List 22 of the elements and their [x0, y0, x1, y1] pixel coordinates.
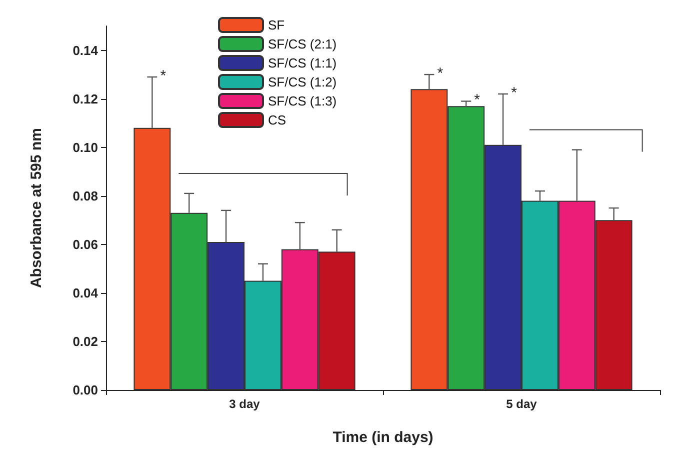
x-axis-title: Time (in days) [332, 429, 434, 446]
annotation: * [160, 67, 166, 84]
legend-label: CS [268, 112, 286, 128]
annotation: * [437, 65, 444, 82]
x-tick-label: 5 day [506, 397, 538, 411]
y-tick-label: 0.04 [72, 285, 99, 300]
x-tick-label: 3 day [229, 397, 260, 411]
y-tick-label: 0.14 [72, 42, 99, 58]
y-axis-title: Absorbance at 595 nm [28, 128, 45, 288]
y-tick-label: 0.10 [72, 140, 98, 155]
legend-label: SF/CS (1:3) [268, 94, 337, 108]
legend-label: SF [268, 18, 285, 32]
legend-label: SF/CS (1:2) [268, 74, 337, 90]
y-tick-label: 0.02 [72, 334, 98, 349]
y-tick-label: 0.12 [72, 91, 98, 106]
legend-label: SF/CS (2:1) [268, 36, 337, 52]
y-tick-label: 0.06 [72, 236, 98, 252]
y-tick-label: 0.08 [72, 188, 98, 204]
annotation: * [474, 92, 480, 109]
y-tick-label: 0.00 [72, 382, 98, 398]
legend-label: SF/CS (1:1) [268, 56, 337, 70]
annotation: * [511, 84, 518, 102]
